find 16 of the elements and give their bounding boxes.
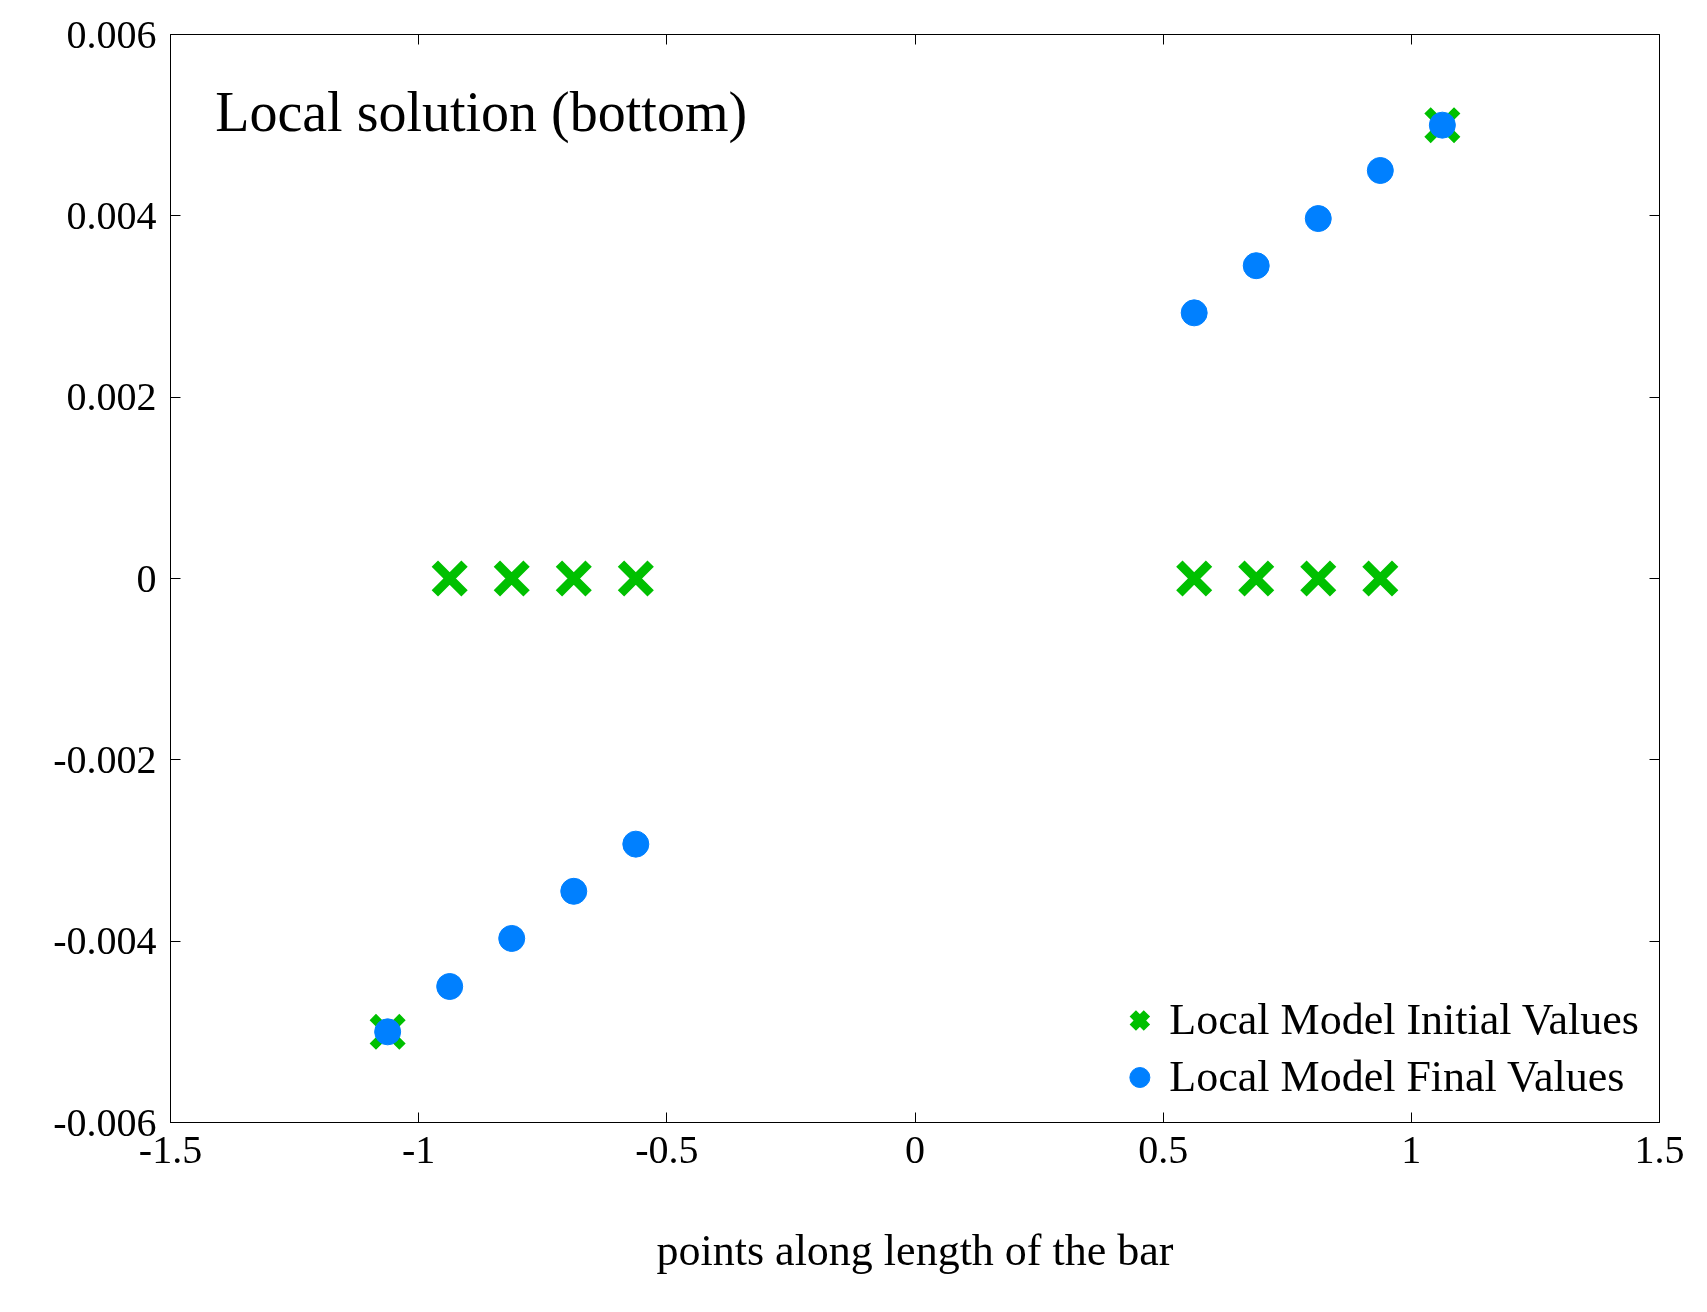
y-tick-label: -0.002 <box>53 736 157 782</box>
y-tick-label: 0.002 <box>66 374 157 420</box>
y-tick-label: -0.004 <box>53 918 157 964</box>
x-axis-title: points along length of the bar <box>656 1225 1174 1275</box>
x-tick-label: 0.5 <box>1138 1126 1189 1172</box>
x-tick-label: -0.5 <box>635 1126 699 1172</box>
y-tick-label: 0.004 <box>66 192 157 238</box>
y-tick-label: 0 <box>136 555 157 601</box>
x-tick-label: -1 <box>402 1126 436 1172</box>
legend-label: Local Model Initial Values <box>1169 994 1639 1045</box>
x-tick-label: 1 <box>1401 1126 1422 1172</box>
x-tick-label: 1.5 <box>1634 1126 1685 1172</box>
x-tick-label: 0 <box>905 1126 925 1172</box>
legend-label: Local Model Final Values <box>1169 1051 1625 1102</box>
y-tick-label: 0.006 <box>66 11 157 57</box>
annotation: Local solution (bottom) <box>215 81 748 145</box>
